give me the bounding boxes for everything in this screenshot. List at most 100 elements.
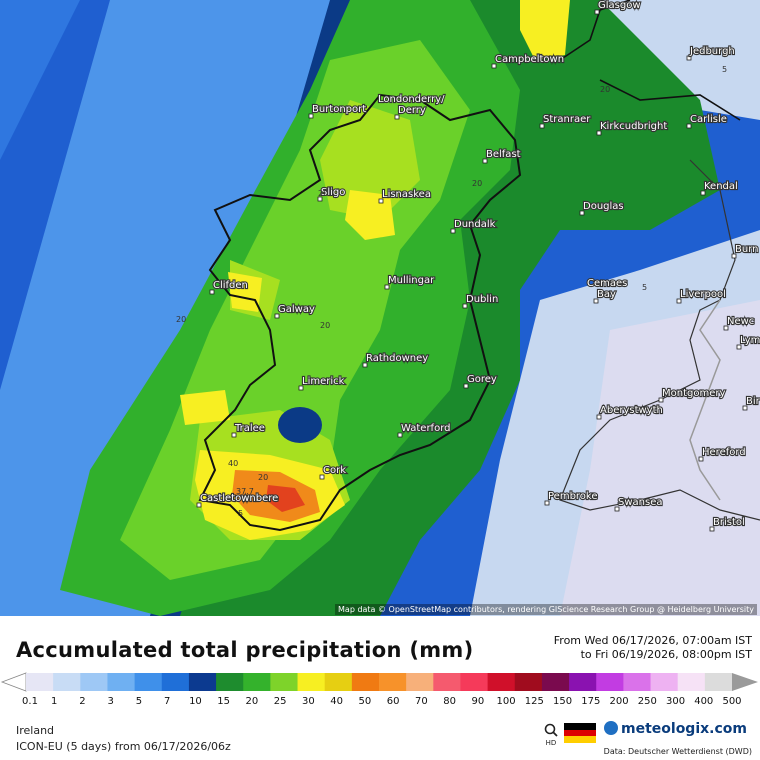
scale-swatch	[107, 673, 136, 691]
city-label: Belfast	[486, 149, 521, 160]
city-marker	[709, 526, 715, 532]
sea-mid-band	[0, 0, 80, 160]
contour-label: 40	[228, 459, 238, 468]
contour-label: 20	[600, 85, 610, 94]
scale-max-arrow	[732, 673, 758, 691]
scale-tick-label: 40	[330, 696, 343, 707]
city-label: Burn	[735, 244, 758, 255]
city-label: Pembroke	[548, 491, 598, 502]
city-label: Kendal	[704, 181, 738, 192]
north-east-pale	[600, 0, 760, 120]
scale-swatch	[569, 673, 597, 691]
map-attribution[interactable]: Map data © OpenStreetMap contributors, r…	[335, 604, 757, 615]
scale-swatch	[270, 673, 299, 691]
city-label: Douglas	[583, 201, 624, 212]
city-marker	[378, 198, 384, 204]
red-core	[266, 485, 305, 512]
scale-tick-label: 7	[164, 696, 171, 707]
city-marker	[384, 284, 390, 290]
brand-link[interactable]: meteologix.com	[604, 721, 747, 737]
city-marker	[676, 298, 682, 304]
scale-tick-label: 500	[722, 696, 742, 707]
city-marker	[319, 474, 325, 480]
model-run-label: ICON-EU (5 days) from 06/17/2026/06z	[16, 740, 231, 753]
legend-title: Accumulated total precipitation (mm)	[16, 638, 474, 662]
scale-tick-label: 200	[609, 696, 629, 707]
period-range: From Wed 06/17/2026, 07:00am IST to Fri …	[554, 634, 752, 662]
city-label: Derry	[398, 105, 426, 116]
city-marker	[463, 383, 469, 389]
city-marker	[394, 114, 400, 120]
scale-swatch	[379, 673, 407, 691]
contour-label: 20	[258, 473, 268, 482]
scale-tick-label: 20	[245, 696, 259, 707]
city-marker	[658, 397, 664, 403]
lavender-zone	[560, 300, 760, 616]
scale-swatch	[460, 673, 489, 691]
scale-tick-label: 300	[665, 696, 686, 707]
meteologix-logo-icon	[604, 721, 618, 735]
scale-tick-label: 90	[471, 696, 485, 707]
scale-swatch	[650, 673, 679, 691]
scale-swatch	[188, 673, 217, 691]
scale-tick-label: 100	[496, 696, 516, 707]
city-marker	[593, 298, 599, 304]
city-marker	[482, 158, 488, 164]
map-canvas: Glasgow Campbeltown Jedburgh Londonderry/De…	[0, 0, 760, 616]
region-label: Ireland	[16, 724, 55, 737]
scale-swatch	[704, 673, 733, 691]
scale-tick-label: 60	[386, 696, 400, 707]
period-to: to Fri 06/19/2026, 08:00pm IST	[580, 648, 752, 661]
scale-tick-label: 400	[694, 696, 714, 707]
city-label: Montgomery	[662, 388, 725, 399]
contour-label: 5	[238, 509, 243, 518]
city-label: Kirkcudbright	[600, 121, 667, 132]
city-marker	[491, 63, 497, 69]
scale-swatch	[433, 673, 461, 691]
city-label: Dublin	[466, 294, 498, 305]
city-label: Sligo	[321, 187, 345, 198]
scale-tick-label: 250	[637, 696, 657, 707]
city-labels-layer: Glasgow Campbeltown Jedburgh Londonderry/De…	[196, 0, 760, 532]
city-marker	[596, 414, 602, 420]
scale-tick-label: 125	[524, 696, 544, 707]
brand-name: meteologix.com	[621, 721, 747, 737]
city-label: Clifden	[213, 280, 248, 291]
city-marker	[209, 289, 215, 295]
city-label: Cemaes	[587, 278, 627, 289]
city-marker	[196, 502, 202, 508]
city-label: Castletownbere	[200, 493, 278, 504]
scale-tick-label: 2	[79, 696, 86, 707]
city-marker	[450, 228, 456, 234]
scale-swatch	[26, 673, 54, 691]
scale-tick-label: 15	[217, 696, 231, 707]
contour-label: 5	[722, 65, 727, 74]
britain-coastline	[559, 159, 760, 521]
ireland-coastline	[198, 93, 522, 532]
city-marker	[539, 123, 545, 129]
lime-patch-north	[320, 100, 420, 220]
scale-swatch	[53, 673, 81, 691]
city-label: Cork	[323, 465, 346, 476]
city-marker	[317, 196, 323, 202]
city-label: Gorey	[467, 374, 497, 385]
precipitation-map[interactable]: Glasgow Campbeltown Jedburgh Londonderry/De…	[0, 0, 760, 616]
scale-tick-label: 175	[581, 696, 601, 707]
scale-tick-label: 150	[553, 696, 573, 707]
zoom-hd-icon[interactable]: HD	[543, 723, 559, 747]
legend-panel: Accumulated total precipitation (mm) Fro…	[0, 616, 760, 760]
contour-label: 5	[642, 283, 647, 292]
contour-label: 20	[472, 179, 482, 188]
city-label: Hereford	[702, 447, 746, 458]
city-label: Waterford	[401, 423, 450, 434]
yellow-patch-kerry	[180, 390, 230, 425]
scale-swatch	[216, 673, 244, 691]
period-from: From Wed 06/17/2026, 07:00am IST	[553, 634, 752, 647]
scale-swatch	[541, 673, 570, 691]
city-label: Stranraer	[543, 114, 591, 125]
city-marker	[596, 130, 602, 136]
city-marker	[700, 190, 706, 196]
scale-swatch	[134, 673, 163, 691]
city-label: Lisnaskea	[382, 189, 431, 200]
city-label: Rathdowney	[366, 353, 428, 364]
